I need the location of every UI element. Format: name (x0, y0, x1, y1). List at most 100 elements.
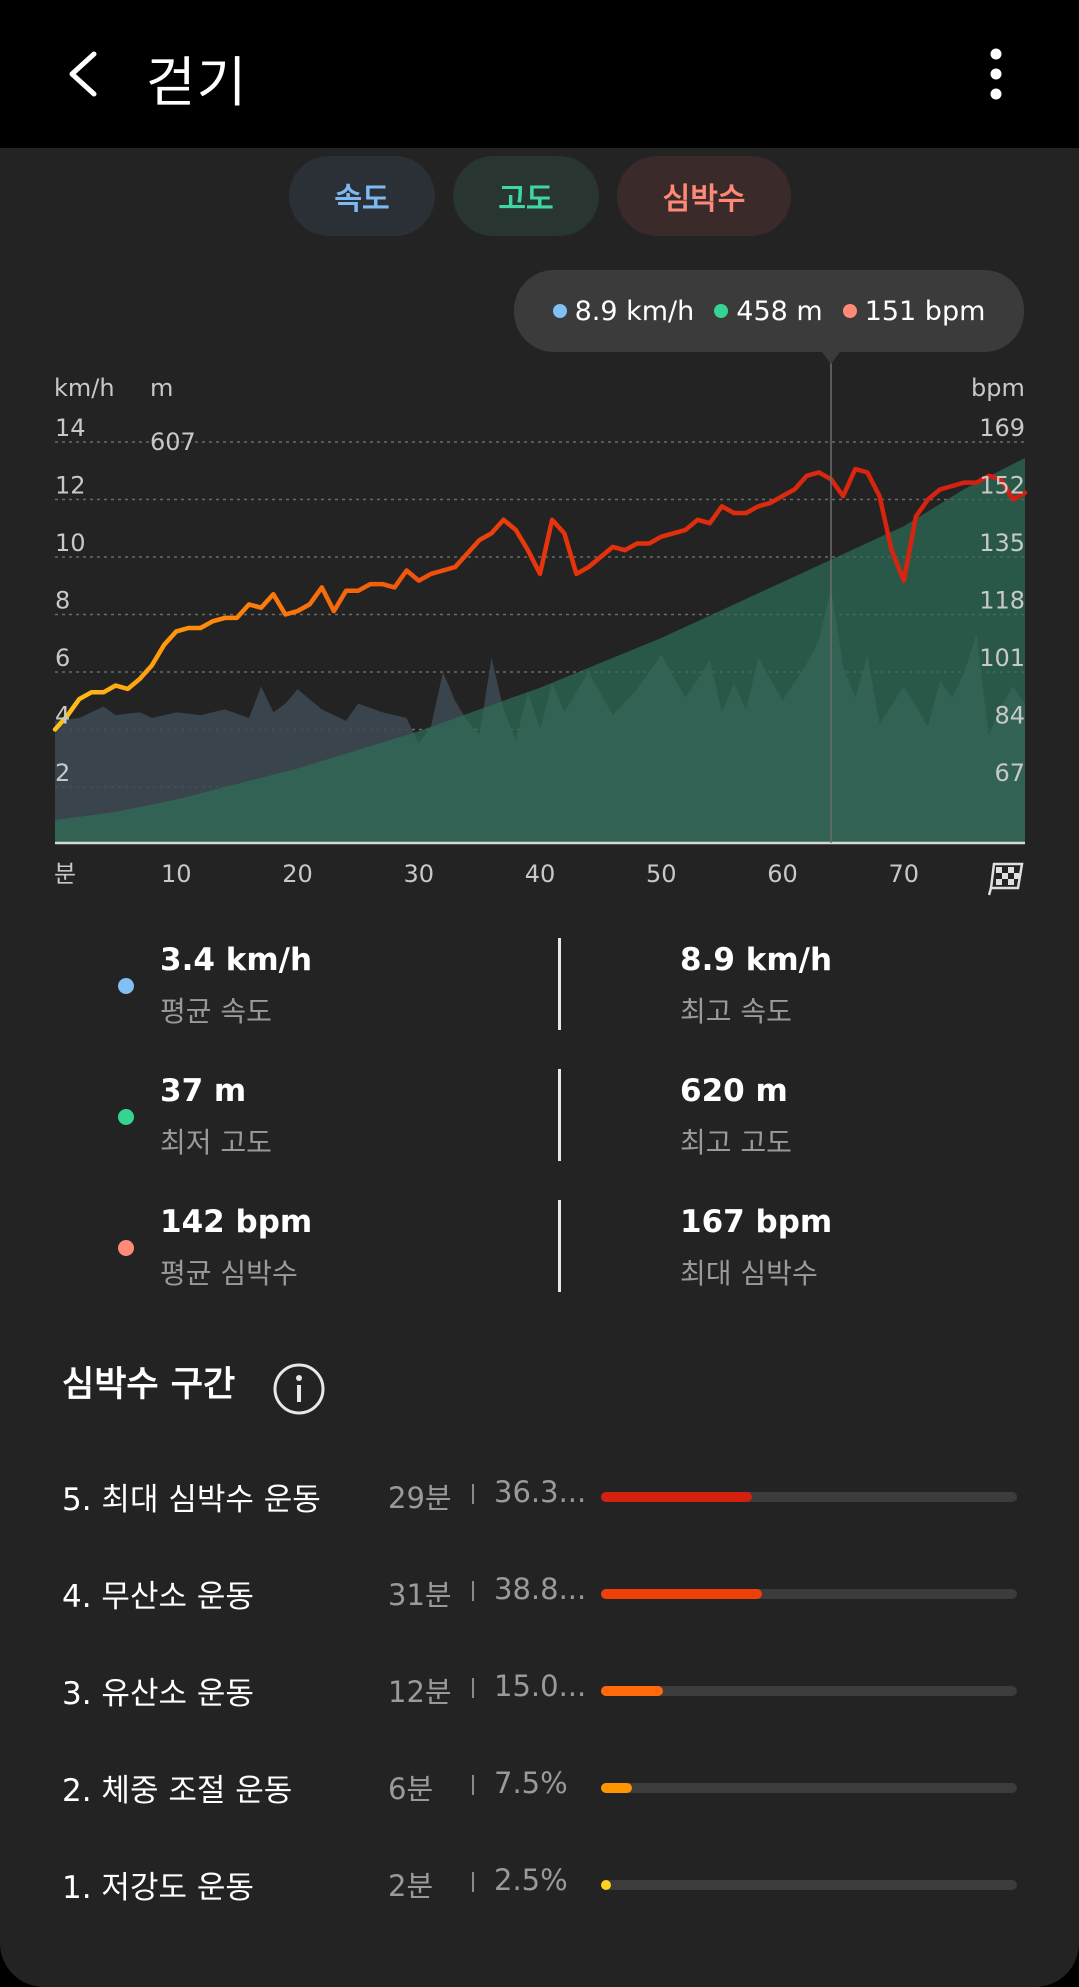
more-vertical-icon (990, 48, 1002, 100)
tooltip-speed: 8.9 km/h (552, 295, 695, 327)
max-speed-value: 8.9 km/h (680, 942, 833, 978)
x-tick-label: 20 (282, 860, 313, 888)
zone-percent: 2.5% (494, 1863, 568, 1897)
zone-name: 3. 유산소 운동 (62, 1676, 254, 1712)
zone-name: 5. 최대 심박수 운동 (62, 1482, 321, 1518)
heart-rate-tick-label: 169 (979, 414, 1025, 442)
x-axis-unit-label: 분 (54, 860, 77, 888)
zone-separator (472, 1872, 474, 1892)
zone-separator (472, 1484, 474, 1504)
chart-tooltip: 8.9 km/h 458 m 151 bpm (514, 270, 1024, 352)
zone-minutes: 29분 (388, 1481, 452, 1515)
speed-tick-label: 14 (55, 414, 86, 442)
avg-speed-value: 3.4 km/h (160, 942, 313, 978)
tab-altitude[interactable]: 고도 (453, 156, 599, 236)
heart-rate-zones-title: 심박수 구간 (62, 1365, 236, 1405)
zone-name: 1. 저강도 운동 (62, 1870, 254, 1906)
x-tick-label: 50 (646, 860, 677, 888)
heart-rate-tick-label: 67 (994, 759, 1025, 787)
stats-divider (558, 938, 561, 1030)
x-tick-label: 70 (888, 860, 919, 888)
speed-tick-label: 8 (55, 587, 70, 615)
heart-rate-dot-icon (842, 304, 857, 318)
stats-divider (558, 1069, 561, 1161)
heart-rate-tick-label: 101 (979, 644, 1025, 672)
zone-progress-bar (601, 1686, 1017, 1696)
info-icon[interactable] (272, 1362, 326, 1416)
zone-percent: 7.5% (494, 1766, 568, 1800)
zone-progress-fill (601, 1880, 612, 1890)
zone-progress-bar (601, 1783, 1017, 1793)
x-tick-label: 60 (767, 860, 798, 888)
x-tick-label: 30 (403, 860, 434, 888)
tab-altitude-label: 고도 (498, 182, 554, 217)
zone-progress-bar (601, 1492, 1017, 1502)
top-app-bar: 걷기 (0, 0, 1079, 148)
zone-separator (472, 1775, 474, 1795)
altitude-max-tick: 607 (150, 428, 196, 456)
zone-name: 2. 체중 조절 운동 (62, 1773, 293, 1809)
zone-name: 4. 무산소 운동 (62, 1579, 254, 1615)
zone-percent: 15.0... (494, 1669, 587, 1703)
zone-separator (472, 1678, 474, 1698)
zone-progress-fill (601, 1686, 664, 1696)
zone-progress-fill (601, 1492, 752, 1502)
zone-percent: 36.3... (494, 1475, 587, 1509)
zone-progress-fill (601, 1589, 763, 1599)
speed-tick-label: 4 (55, 702, 70, 730)
page-title: 걷기 (146, 51, 248, 114)
speed-tick-label: 12 (55, 472, 86, 500)
heart-rate-tick-label: 84 (994, 702, 1025, 730)
avg-heart-rate-label: 평균 심박수 (160, 1257, 298, 1290)
tab-speed-label: 속도 (334, 182, 390, 217)
zone-progress-bar (601, 1589, 1017, 1599)
more-options-button[interactable] (974, 46, 1018, 102)
workout-detail-card: 속도 고도 심박수 8.9 km/h 458 m 151 bpm 14 12 10 8… (0, 148, 1079, 1987)
min-altitude-label: 최저 고도 (160, 1126, 272, 1159)
avg-speed-label: 평균 속도 (160, 995, 272, 1028)
tooltip-altitude: 458 m (714, 295, 823, 327)
max-heart-rate-value: 167 bpm (680, 1204, 833, 1240)
tooltip-heart-rate: 151 bpm (842, 295, 986, 327)
zone-minutes: 31분 (388, 1578, 452, 1612)
speed-tick-label: 2 (55, 759, 70, 787)
speed-tick-label: 10 (55, 529, 86, 557)
tooltip-heart-rate-value: 151 bpm (864, 295, 986, 327)
workout-chart[interactable]: 14 12 10 8 6 4 2 169 152 135 118 101 84 67 10 20 30 40 50 6… (0, 148, 1079, 908)
tooltip-altitude-value: 458 m (736, 295, 823, 327)
min-altitude-value: 37 m (160, 1073, 247, 1109)
max-heart-rate-label: 최대 심박수 (680, 1257, 818, 1290)
x-tick-label: 40 (525, 860, 556, 888)
zone-percent: 38.8... (494, 1572, 587, 1606)
tab-speed[interactable]: 속도 (289, 156, 435, 236)
speed-dot-icon (118, 978, 134, 994)
back-arrow-icon (69, 51, 97, 97)
zone-progress-bar (601, 1880, 1017, 1890)
heart-rate-series-line (52, 466, 1028, 732)
stats-divider (558, 1200, 561, 1292)
speed-dot-icon (552, 304, 567, 318)
altitude-dot-icon (118, 1109, 134, 1125)
heart-rate-tick-label: 135 (979, 529, 1025, 557)
altitude-unit-label: m (150, 374, 174, 402)
zone-minutes: 6분 (388, 1772, 434, 1806)
max-altitude-value: 620 m (680, 1073, 788, 1109)
zone-minutes: 2분 (388, 1869, 434, 1903)
tab-heart-rate[interactable]: 심박수 (617, 156, 791, 236)
tooltip-speed-value: 8.9 km/h (574, 295, 695, 327)
altitude-series-area (55, 457, 1025, 843)
avg-heart-rate-value: 142 bpm (160, 1204, 313, 1240)
speed-tick-label: 6 (55, 644, 70, 672)
heart-rate-tick-label: 152 (979, 472, 1025, 500)
tooltip-pointer (822, 352, 840, 364)
x-tick-label: 10 (161, 860, 192, 888)
zone-minutes: 12분 (388, 1675, 452, 1709)
tab-heart-rate-label: 심박수 (662, 182, 746, 217)
heart-rate-unit-label: bpm (971, 374, 1025, 402)
back-button[interactable] (58, 44, 118, 104)
zone-separator (472, 1581, 474, 1601)
zone-progress-fill (601, 1783, 633, 1793)
speed-unit-label: km/h (54, 374, 115, 402)
max-altitude-label: 최고 고도 (680, 1126, 792, 1159)
